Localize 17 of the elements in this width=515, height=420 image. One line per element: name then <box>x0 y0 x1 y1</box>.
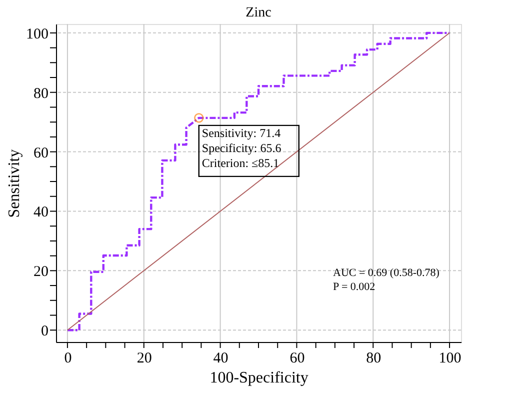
x-tick-label: 80 <box>366 350 382 366</box>
y-tick-label: 40 <box>34 204 48 221</box>
chart-title: Zinc <box>246 6 272 20</box>
y-tick-label: 60 <box>34 145 48 162</box>
x-tick-label: 40 <box>213 350 228 366</box>
x-axis-title: 100-Specificity <box>210 370 308 386</box>
annotation: AUC = 0.69 (0.58-0.78) P = 0.002 <box>333 267 440 293</box>
annotation: Sensitivity: 71.4 Specificity: 65.6 Criterion: ≤85.1 <box>202 126 282 170</box>
x-tick-label: 100 <box>438 350 462 366</box>
y-axis-title: Sensitivity <box>6 149 23 218</box>
x-tick-label: 20 <box>136 350 152 366</box>
y-tick-label: 80 <box>34 86 48 102</box>
y-tick-label: 20 <box>34 264 48 280</box>
x-tick-label: 60 <box>290 350 305 366</box>
y-tick-label: 0 <box>41 324 48 340</box>
y-tick-label: 100 <box>26 26 48 42</box>
x-tick-label: 0 <box>64 350 72 366</box>
